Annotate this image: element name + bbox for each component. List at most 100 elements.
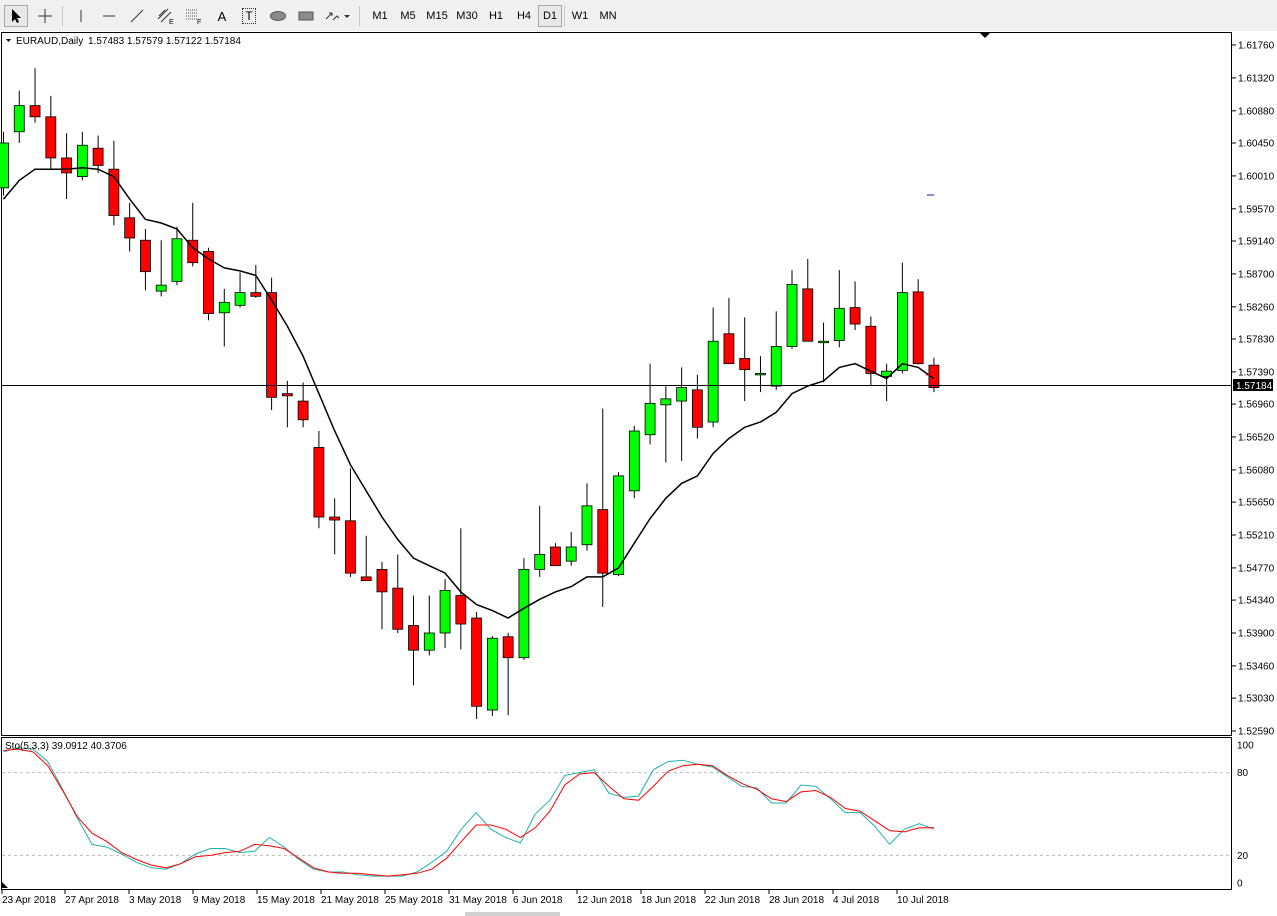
date-tick-label: 23 Apr 2018	[2, 895, 56, 906]
candle-body	[360, 576, 372, 582]
candle-body	[76, 144, 88, 178]
timeframe-mn-button[interactable]: MN	[594, 5, 622, 27]
main-pane-frame	[1, 32, 1232, 736]
timeframe-label: D1	[542, 10, 558, 22]
chart-area[interactable]: 1.61760 1.61320 1.60880 1.60450 1.60010 1.595…	[0, 31, 1277, 916]
arrows-dropdown-button[interactable]	[322, 5, 352, 27]
equidistant-channel-tool-button[interactable]: E	[154, 5, 178, 27]
timeframe-label: M30	[456, 10, 478, 22]
candle-body	[329, 516, 341, 521]
timeframe-m1-button[interactable]: M1	[366, 5, 394, 27]
candle-body	[644, 402, 656, 436]
candle-body	[124, 217, 136, 239]
price-tick-label: 1.59570	[1238, 204, 1275, 215]
date-tick-label: 18 Jun 2018	[641, 895, 696, 906]
crosshair-icon	[38, 9, 52, 23]
candle-body	[408, 625, 419, 651]
equidistant-channel-icon: E	[157, 8, 174, 25]
timeframe-d1-button[interactable]: D1	[538, 5, 562, 27]
candle-body	[234, 292, 246, 306]
candle-body	[723, 333, 735, 365]
toolbar-separator	[564, 6, 565, 26]
crosshair-tool-button[interactable]	[33, 5, 57, 27]
timeframe-m5-button[interactable]: M5	[394, 5, 422, 27]
candle-body	[297, 400, 309, 421]
current-price-label: 1.57184	[1236, 381, 1273, 392]
rectangle-tool-button[interactable]	[294, 5, 318, 27]
candle-body	[833, 307, 845, 341]
date-tick-label: 31 May 2018	[449, 895, 507, 906]
candle-body	[755, 373, 766, 376]
price-tick-label: 1.53030	[1238, 694, 1275, 705]
horizontal-line-icon	[103, 15, 115, 17]
date-tick-label: 12 Jun 2018	[577, 895, 632, 906]
timeframe-w1-button[interactable]: W1	[566, 5, 594, 27]
moving-average-line	[2, 166, 935, 619]
text-label-icon: T	[242, 8, 256, 24]
stochastic-main-line	[3, 747, 935, 877]
candle-body	[61, 157, 72, 174]
candle-body	[849, 307, 861, 325]
ellipse-tool-button[interactable]	[266, 5, 290, 27]
fibonacci-tool-button[interactable]: F	[182, 5, 206, 27]
timeframe-m30-button[interactable]: M30	[452, 5, 482, 27]
candle-body	[518, 569, 530, 659]
date-tick-label: 22 Jun 2018	[705, 895, 760, 906]
bottom-scroll-tab[interactable]	[465, 912, 560, 916]
candle-body	[266, 292, 277, 398]
channel-sub-label: E	[169, 19, 174, 25]
horizontal-line-tool-button[interactable]	[98, 5, 120, 27]
candle-body	[250, 292, 262, 297]
candle-body	[203, 251, 214, 314]
candle-body	[155, 284, 167, 292]
text-tool-button[interactable]: A	[211, 5, 233, 27]
price-tick-label: 1.57830	[1238, 334, 1275, 345]
date-tick-label: 3 May 2018	[129, 895, 182, 906]
trendline-tool-button[interactable]	[126, 5, 148, 27]
date-tick-label: 27 Apr 2018	[65, 895, 119, 906]
price-tick-label: 1.59140	[1238, 236, 1275, 247]
timeframe-h4-button[interactable]: H4	[510, 5, 538, 27]
stochastic-level-label: 20	[1237, 851, 1249, 862]
price-tick-label: 1.56520	[1238, 432, 1275, 443]
ellipse-icon	[270, 11, 286, 21]
candle-body	[345, 520, 356, 574]
price-tick-label: 1.60450	[1238, 138, 1275, 149]
price-tick-label: 1.61320	[1238, 73, 1275, 84]
vertical-line-tool-button[interactable]	[70, 5, 92, 27]
price-tick-label: 1.56960	[1238, 400, 1275, 411]
timeframe-label: H1	[488, 10, 504, 22]
candle-body	[818, 340, 829, 344]
date-axis: 23 Apr 2018 27 Apr 2018 3 May 2018 9 May 20…	[1, 890, 949, 906]
corner-marker-icon	[1, 881, 8, 888]
candle-body	[691, 389, 703, 428]
price-tick-label: 1.55650	[1238, 498, 1275, 509]
chart-symbol-label: EURAUD,Daily	[16, 36, 83, 47]
price-tick-label: 1.53900	[1238, 628, 1275, 639]
shift-marker-icon[interactable]	[980, 33, 990, 38]
candle-body	[313, 447, 325, 518]
candle-body	[439, 589, 451, 634]
candle-body	[502, 636, 514, 659]
timeframe-m15-button[interactable]: M15	[422, 5, 452, 27]
candle-body	[707, 340, 719, 423]
stochastic-signal-line	[3, 748, 934, 877]
fibonacci-icon: F	[186, 9, 201, 25]
cursor-tool-button[interactable]	[4, 5, 28, 27]
price-tick-label: 1.58700	[1238, 269, 1275, 280]
date-tick-label: 15 May 2018	[257, 895, 315, 906]
candle-body	[140, 239, 151, 273]
candle-body	[802, 288, 814, 342]
timeframe-h1-button[interactable]: H1	[482, 5, 510, 27]
candle-body	[581, 505, 593, 546]
timeframe-label: H4	[516, 10, 532, 22]
date-tick-label: 4 Jul 2018	[833, 895, 880, 906]
collapse-triangle-icon[interactable]	[6, 39, 11, 42]
timeframe-label: W1	[571, 10, 589, 22]
candle-body	[739, 358, 751, 371]
text-label-tool-button[interactable]: T	[238, 5, 260, 27]
rectangle-icon	[298, 11, 314, 21]
candle-body	[13, 105, 25, 133]
price-tick-label: 1.52590	[1238, 727, 1275, 738]
candle-body	[865, 325, 877, 374]
